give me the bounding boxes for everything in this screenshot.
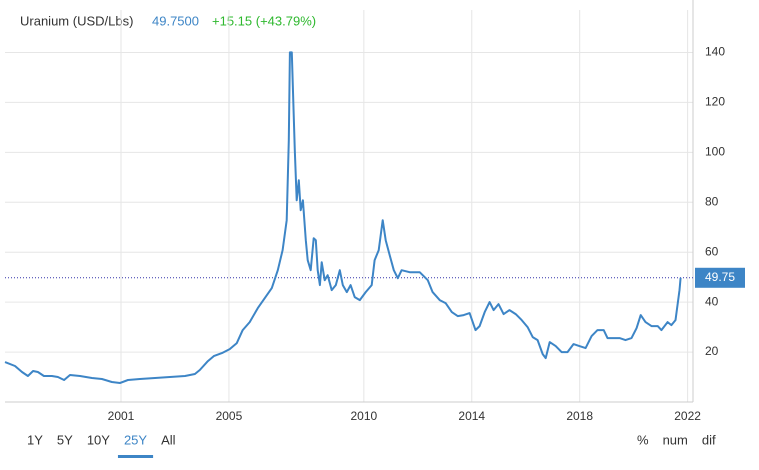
line-series xyxy=(4,51,682,384)
price: 49.7500 xyxy=(152,13,199,28)
y-tick-label: 40 xyxy=(705,294,719,308)
y-tick-label: 140 xyxy=(705,45,725,59)
last-value-tag xyxy=(695,267,745,288)
x-tick-label: 2001 xyxy=(108,409,135,423)
range-button[interactable]: 5Y xyxy=(57,432,73,447)
chart-title: Uranium (USD/Lbs) xyxy=(20,13,133,28)
mode-button[interactable]: num xyxy=(663,432,688,447)
y-tick-label: 100 xyxy=(705,144,725,158)
y-tick-label: 20 xyxy=(705,344,719,358)
x-tick-label: 2018 xyxy=(566,409,593,423)
x-tick-label: 2005 xyxy=(216,409,243,423)
last-value-label: 49.75 xyxy=(705,270,735,284)
y-tick-label: 60 xyxy=(705,244,719,258)
mode-button[interactable]: % xyxy=(637,432,649,447)
x-tick-label: 2014 xyxy=(458,409,485,423)
active-underline xyxy=(117,455,154,458)
y-tick-label: 80 xyxy=(705,194,719,208)
range-button[interactable]: All xyxy=(161,432,176,447)
range-button[interactable]: 10Y xyxy=(87,432,110,447)
x-tick-label: 2010 xyxy=(350,409,377,423)
range-button[interactable]: 1Y xyxy=(27,432,43,447)
y-tick-label: 120 xyxy=(705,95,725,109)
x-tick-label: 2022 xyxy=(674,409,701,423)
range-button[interactable]: 25Y xyxy=(124,432,147,447)
change: +15.15 (+43.79%) xyxy=(212,13,316,28)
mode-button[interactable]: dif xyxy=(702,432,716,447)
